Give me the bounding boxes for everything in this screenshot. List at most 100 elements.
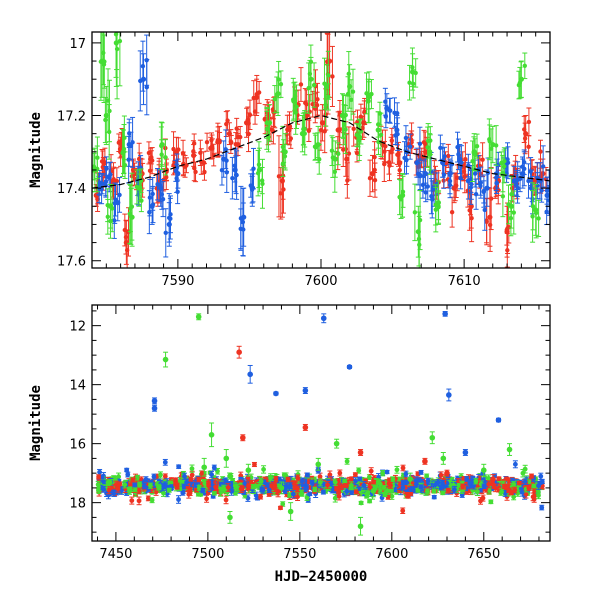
data-point (176, 464, 182, 470)
outlier-point (429, 431, 436, 445)
data-point (261, 465, 267, 474)
data-point (488, 499, 494, 505)
data-point (400, 464, 406, 472)
data-point (539, 504, 545, 511)
data-point (147, 482, 153, 489)
data-point (180, 490, 186, 496)
data-point (166, 487, 172, 493)
data-point (127, 486, 133, 492)
data-point (122, 480, 128, 489)
data-point (233, 484, 239, 490)
data-point (337, 469, 343, 477)
data-point (367, 159, 373, 197)
data-point (147, 178, 153, 217)
outlier-point (240, 434, 246, 442)
data-point (99, 173, 105, 195)
outlier-point (227, 511, 233, 524)
outlier-point (357, 516, 364, 536)
data-point (117, 177, 123, 213)
data-point (227, 472, 233, 480)
data-point (511, 190, 517, 235)
data-point (200, 488, 206, 494)
data-point (201, 163, 207, 181)
y-tick-label: 17.6 (57, 255, 86, 270)
data-point (106, 79, 112, 143)
data-point (425, 477, 431, 484)
data-point (481, 174, 487, 208)
data-point (261, 479, 267, 486)
data-point (221, 484, 227, 492)
data-point (150, 185, 156, 224)
data-point (356, 119, 362, 162)
data-point (189, 464, 195, 473)
data-point (163, 164, 169, 191)
plot-area (95, 310, 545, 536)
data-point (251, 461, 257, 468)
data-point (234, 150, 240, 200)
x-tick-label: 7600 (304, 274, 337, 289)
data-point (330, 137, 336, 178)
outlier-point (446, 388, 452, 402)
top-panel-zoom-light-curve: 7590 7600 7610 17 17.2 17.4 17.6 Magnitude (28, 31, 551, 289)
data-point (298, 67, 304, 102)
data-point (352, 472, 358, 478)
x-tick-label: 7590 (161, 274, 194, 289)
data-point (364, 490, 370, 498)
data-point (134, 169, 140, 205)
data-point (412, 183, 418, 242)
x-axis-label: HJD−2450000 (275, 569, 368, 585)
data-point (424, 473, 430, 479)
data-point (219, 154, 225, 186)
data-point (521, 149, 527, 176)
data-point (123, 219, 129, 255)
data-point (474, 487, 480, 497)
data-point (251, 80, 257, 116)
data-point (486, 480, 492, 489)
data-point (440, 490, 446, 496)
data-point (184, 478, 190, 487)
outlier-point (407, 472, 414, 486)
data-point (107, 479, 113, 486)
data-point (140, 40, 146, 92)
data-point (272, 481, 278, 489)
data-point (116, 133, 122, 152)
data-point (465, 153, 471, 178)
data-point (183, 157, 189, 174)
data-point (522, 464, 528, 474)
data-point (213, 482, 219, 492)
data-point (191, 154, 197, 182)
data-point (209, 471, 215, 479)
data-point (202, 479, 208, 488)
data-point (335, 142, 341, 166)
data-point (368, 467, 374, 476)
data-point (130, 477, 136, 483)
data-point (314, 82, 320, 116)
data-point (342, 483, 348, 488)
data-point (137, 50, 143, 112)
data-point (526, 484, 532, 491)
outlier-point (208, 422, 215, 448)
outlier-point (495, 417, 502, 423)
data-point (196, 484, 202, 492)
data-point (158, 126, 164, 166)
data-point (389, 127, 395, 154)
data-point (529, 473, 535, 479)
x-tick-label: 7610 (448, 274, 481, 289)
data-point (277, 505, 283, 511)
data-point (167, 197, 173, 240)
data-point (149, 497, 155, 504)
data-point (424, 488, 430, 495)
data-point (117, 32, 123, 87)
data-point (461, 162, 467, 181)
data-point (204, 132, 210, 152)
data-point (129, 496, 135, 505)
data-point (400, 175, 406, 208)
data-point (186, 490, 192, 499)
outlier-point (278, 481, 285, 495)
data-point (394, 465, 400, 474)
data-point (441, 160, 447, 189)
data-point (96, 474, 102, 480)
data-point (286, 482, 292, 491)
data-point (507, 487, 513, 496)
data-point (268, 474, 274, 481)
